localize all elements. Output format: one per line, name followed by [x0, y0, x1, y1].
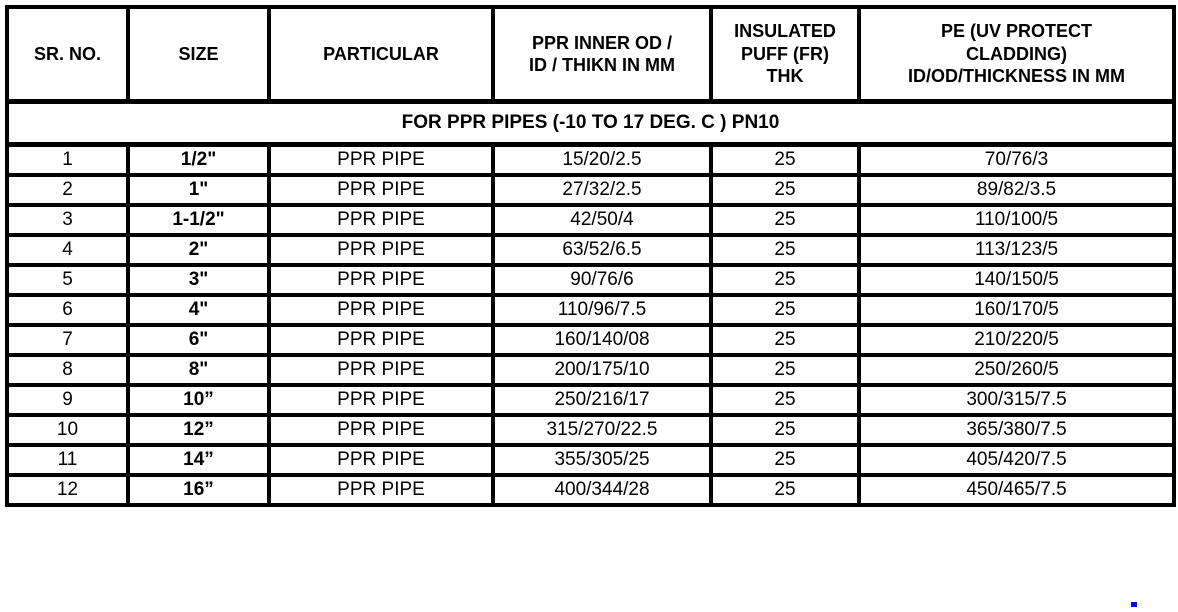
- table-cell: PPR PIPE: [267, 382, 495, 417]
- table-cell: 15/20/2.5: [491, 142, 713, 177]
- table-cell: 2": [126, 232, 271, 267]
- table-cell: 25: [709, 472, 861, 507]
- table-cell: PPR PIPE: [267, 442, 495, 477]
- table-row: 8 8" PPR PIPE 200/175/10 25 250/260/5: [5, 352, 1176, 387]
- table-cell: 25: [709, 292, 861, 327]
- section-row: FOR PPR PIPES (-10 TO 17 DEG. C ) PN10: [5, 99, 1176, 147]
- table-cell: 4": [126, 292, 271, 327]
- table-cell: PPR PIPE: [267, 172, 495, 207]
- column-header-size: SIZE: [126, 5, 271, 104]
- table-cell: 27/32/2.5: [491, 172, 713, 207]
- table-cell: 8": [126, 352, 271, 387]
- table-row: 5 3" PPR PIPE 90/76/6 25 140/150/5: [5, 262, 1176, 297]
- table-row: 4 2" PPR PIPE 63/52/6.5 25 113/123/5: [5, 232, 1176, 267]
- table-cell: PPR PIPE: [267, 202, 495, 237]
- table-cell: 25: [709, 412, 861, 447]
- table-cell: 25: [709, 142, 861, 177]
- table-cell: 160/140/08: [491, 322, 713, 357]
- table-row: 7 6" PPR PIPE 160/140/08 25 210/220/5: [5, 322, 1176, 357]
- table-cell: 25: [709, 442, 861, 477]
- table-row: 2 1" PPR PIPE 27/32/2.5 25 89/82/3.5: [5, 172, 1176, 207]
- table-cell: 405/420/7.5: [857, 442, 1176, 477]
- table-cell: 11: [5, 442, 130, 477]
- column-header-ppr-inner: PPR INNER OD / ID / THIKN IN MM: [491, 5, 713, 104]
- table-cell: PPR PIPE: [267, 142, 495, 177]
- table-cell: 450/465/7.5: [857, 472, 1176, 507]
- table-row: 9 10” PPR PIPE 250/216/17 25 300/315/7.5: [5, 382, 1176, 417]
- table-cell: 42/50/4: [491, 202, 713, 237]
- table-cell: 4: [5, 232, 130, 267]
- table-cell: 12”: [126, 412, 271, 447]
- table-cell: 14”: [126, 442, 271, 477]
- table-cell: 5: [5, 262, 130, 297]
- table-cell: 2: [5, 172, 130, 207]
- table-cell: 3": [126, 262, 271, 297]
- table-row: 3 1-1/2" PPR PIPE 42/50/4 25 110/100/5: [5, 202, 1176, 237]
- ppr-pipe-spec-table: SR. NO. SIZE PARTICULAR PPR INNER OD / I…: [5, 5, 1176, 507]
- table-cell: 110/100/5: [857, 202, 1176, 237]
- column-header-particular: PARTICULAR: [267, 5, 495, 104]
- header-row: SR. NO. SIZE PARTICULAR PPR INNER OD / I…: [5, 5, 1176, 104]
- table-cell: 210/220/5: [857, 322, 1176, 357]
- table-cell: 250/260/5: [857, 352, 1176, 387]
- table-cell: 25: [709, 232, 861, 267]
- table-cell: PPR PIPE: [267, 352, 495, 387]
- column-header-sr-no: SR. NO.: [5, 5, 130, 104]
- column-header-insulated-puff: INSULATED PUFF (FR) THK: [709, 5, 861, 104]
- table-cell: 25: [709, 262, 861, 297]
- table-cell: 63/52/6.5: [491, 232, 713, 267]
- table-cell: 9: [5, 382, 130, 417]
- table-cell: 365/380/7.5: [857, 412, 1176, 447]
- table-cell: 1-1/2": [126, 202, 271, 237]
- table-cell: 25: [709, 202, 861, 237]
- table-cell: PPR PIPE: [267, 232, 495, 267]
- table-cell: 25: [709, 352, 861, 387]
- table-cell: 200/175/10: [491, 352, 713, 387]
- table-cell: 6: [5, 292, 130, 327]
- table-cell: 160/170/5: [857, 292, 1176, 327]
- table-cell: PPR PIPE: [267, 322, 495, 357]
- table-row: 6 4" PPR PIPE 110/96/7.5 25 160/170/5: [5, 292, 1176, 327]
- table-cell: 12: [5, 472, 130, 507]
- table-body: 1 1/2" PPR PIPE 15/20/2.5 25 70/76/3 2 1" PPR PI…: [5, 142, 1176, 507]
- table-cell: 70/76/3: [857, 142, 1176, 177]
- table-cell: 89/82/3.5: [857, 172, 1176, 207]
- table-cell: 1/2": [126, 142, 271, 177]
- table-cell: PPR PIPE: [267, 262, 495, 297]
- table-row: 10 12” PPR PIPE 315/270/22.5 25 365/380/7.5: [5, 412, 1176, 447]
- table-cell: 113/123/5: [857, 232, 1176, 267]
- table-row: 11 14” PPR PIPE 355/305/25 25 405/420/7.5: [5, 442, 1176, 477]
- table-cell: 10: [5, 412, 130, 447]
- table-cell: 16”: [126, 472, 271, 507]
- table-cell: 8: [5, 352, 130, 387]
- table-cell: 355/305/25: [491, 442, 713, 477]
- table-row: 12 16” PPR PIPE 400/344/28 25 450/465/7.5: [5, 472, 1176, 507]
- table-cell: 25: [709, 322, 861, 357]
- table-cell: 90/76/6: [491, 262, 713, 297]
- table-cell: PPR PIPE: [267, 472, 495, 507]
- table-cell: 1": [126, 172, 271, 207]
- table-cell: 10”: [126, 382, 271, 417]
- cursor-artifact: [1131, 602, 1137, 607]
- table-cell: 7: [5, 322, 130, 357]
- table-cell: 25: [709, 172, 861, 207]
- table-cell: PPR PIPE: [267, 412, 495, 447]
- table-cell: 140/150/5: [857, 262, 1176, 297]
- section-title: FOR PPR PIPES (-10 TO 17 DEG. C ) PN10: [5, 99, 1176, 147]
- table-cell: 25: [709, 382, 861, 417]
- table-cell: 1: [5, 142, 130, 177]
- table-cell: 400/344/28: [491, 472, 713, 507]
- column-header-pe-cladding: PE (UV PROTECT CLADDING) ID/OD/THICKNESS…: [857, 5, 1176, 104]
- table-cell: 315/270/22.5: [491, 412, 713, 447]
- table-cell: 6": [126, 322, 271, 357]
- table-cell: PPR PIPE: [267, 292, 495, 327]
- table-cell: 110/96/7.5: [491, 292, 713, 327]
- table-cell: 300/315/7.5: [857, 382, 1176, 417]
- table-cell: 3: [5, 202, 130, 237]
- table-row: 1 1/2" PPR PIPE 15/20/2.5 25 70/76/3: [5, 142, 1176, 177]
- table-cell: 250/216/17: [491, 382, 713, 417]
